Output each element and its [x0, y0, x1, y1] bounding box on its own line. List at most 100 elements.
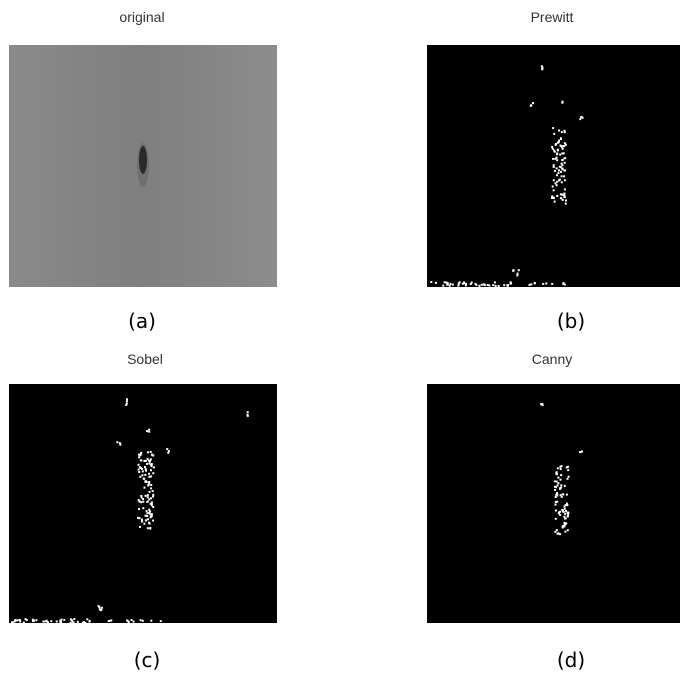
edge-pixel	[70, 618, 72, 620]
edge-pixel	[561, 131, 563, 133]
edge-pixel	[146, 430, 148, 432]
edge-pixel	[141, 519, 143, 521]
edge-pixel	[567, 469, 569, 471]
edge-pixel	[470, 283, 472, 285]
sobel-image	[9, 384, 277, 623]
edge-pixel	[35, 619, 37, 621]
edge-pixel	[564, 485, 566, 487]
edge-pixel	[557, 467, 559, 469]
edge-pixel	[139, 517, 141, 519]
edge-pixel	[152, 490, 154, 492]
edge-pixel	[14, 619, 16, 621]
edge-pixel	[42, 621, 44, 623]
edge-pixel	[148, 473, 150, 475]
edge-pixel	[561, 153, 563, 155]
edge-pixel	[510, 282, 512, 284]
edge-pixel	[557, 484, 559, 486]
edge-pixel	[562, 199, 564, 201]
edge-pixel	[146, 515, 148, 517]
edge-pixel	[558, 141, 560, 143]
edge-pixel	[560, 484, 562, 486]
edge-pixel	[564, 179, 566, 181]
edge-pixel	[516, 274, 518, 276]
edge-pixel	[142, 620, 144, 622]
edge-pixel	[532, 102, 534, 104]
edge-pixel	[552, 186, 554, 188]
edge-pixel	[557, 482, 559, 484]
edge-pixel	[513, 269, 515, 271]
edge-pixel	[563, 516, 565, 518]
edge-pixel	[495, 285, 497, 287]
edge-pixel	[148, 429, 150, 431]
edge-pixel	[150, 458, 152, 460]
edge-pixel	[555, 182, 557, 184]
edge-pixel	[77, 621, 79, 623]
edge-pixel	[568, 476, 570, 478]
edge-pixel	[126, 403, 128, 405]
edge-pixel	[149, 513, 151, 515]
edge-pixel	[450, 283, 452, 285]
edge-pixel	[98, 605, 100, 607]
edge-pixel	[554, 158, 556, 160]
edge-pixel	[442, 285, 444, 287]
edge-pixel	[138, 508, 140, 510]
panel-title: Canny	[532, 351, 572, 367]
edge-pixel	[140, 460, 142, 462]
edge-pixel	[559, 488, 561, 490]
edge-pixel	[147, 518, 149, 520]
edge-pixel	[555, 510, 557, 512]
edge-pixel	[564, 130, 566, 132]
edge-pixel	[563, 145, 565, 147]
edge-pixel	[139, 501, 141, 503]
edge-pixel	[142, 501, 144, 503]
edge-pixel	[89, 620, 91, 622]
edge-pixel	[150, 451, 152, 453]
edge-pixel	[151, 515, 153, 517]
edge-pixel	[151, 463, 153, 465]
edge-pixel	[564, 188, 566, 190]
edge-pixel	[73, 618, 75, 620]
edge-pixel	[560, 494, 562, 496]
edge-pixel	[101, 607, 103, 609]
edge-pixel	[567, 478, 569, 480]
edge-pixel	[530, 283, 532, 285]
edge-pixel	[567, 466, 569, 468]
edge-pixel	[562, 494, 564, 496]
edge-pixel	[84, 622, 86, 624]
edge-pixel	[133, 621, 135, 623]
edge-pixel	[564, 525, 566, 527]
edge-pixel	[140, 495, 142, 497]
edge-pixel	[555, 518, 557, 520]
edge-pixel	[560, 197, 562, 199]
edge-pixel	[168, 450, 170, 452]
panel-title: Sobel	[127, 351, 163, 367]
edge-pixel	[556, 195, 558, 197]
edge-pixel	[147, 496, 149, 498]
edge-pixel	[563, 511, 565, 513]
edge-pixel	[146, 463, 148, 465]
edge-pixel	[560, 468, 562, 470]
edge-pixel	[561, 164, 563, 166]
edge-pixel	[152, 520, 154, 522]
edge-pixel	[551, 146, 553, 148]
edge-pixel	[56, 621, 58, 623]
edge-pixel	[560, 474, 562, 476]
edge-pixel	[145, 470, 147, 472]
edge-pixel	[560, 137, 562, 139]
edge-pixel	[478, 285, 480, 287]
panel-caption: (a)	[128, 309, 156, 333]
edge-pixel	[449, 285, 451, 287]
defect	[139, 146, 147, 174]
edge-pixel	[558, 130, 560, 132]
edge-pixel	[562, 101, 564, 103]
edge-pixel	[558, 169, 560, 171]
edge-pixel	[551, 283, 553, 285]
edge-pixel	[560, 479, 562, 481]
edge-pixel	[47, 621, 49, 623]
edge-pixel	[557, 533, 559, 535]
edge-pixel	[146, 501, 148, 503]
edge-pixel	[146, 512, 148, 514]
page: original (a) Prewitt (b) Sobel (c) Canny…	[0, 0, 682, 673]
edge-pixel	[147, 494, 149, 496]
edge-pixel	[542, 283, 544, 285]
